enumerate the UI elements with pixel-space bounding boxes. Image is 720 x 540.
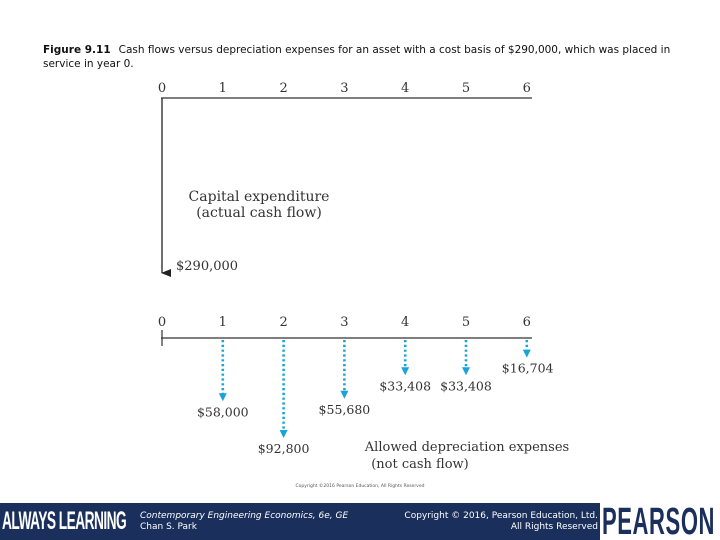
- footer-book-info: Contemporary Engineering Economics, 6e, …: [140, 511, 348, 533]
- depreciation-timeline: 0 1 2 3 4 5 6 $58,000 $92,800 $55,680 $33,408 $33,…: [158, 315, 569, 472]
- footer-copyright-line1: Copyright © 2016, Pearson Education, Ltd…: [404, 511, 598, 521]
- depreciation-arrow-head: [340, 390, 349, 399]
- always-learning-logo: ALWAYS LEARNING: [2, 507, 127, 535]
- top-year-label: 5: [462, 81, 470, 96]
- depreciation-arrows: [218, 340, 531, 438]
- depreciation-sublabel: (not cash flow): [371, 457, 469, 472]
- bottom-year-label: 5: [462, 315, 470, 330]
- figure-caption-text: Cash flows versus depreciation expenses …: [43, 44, 671, 70]
- capital-expenditure-amount: $290,000: [176, 259, 238, 274]
- footer-book-title: Contemporary Engineering Economics, 6e, …: [140, 511, 349, 521]
- depreciation-arrow-head: [522, 349, 531, 358]
- top-year-label: 4: [401, 81, 409, 96]
- capital-expenditure-timeline: 0 1 2 3 4 5 6 Capital expenditure (actual cash…: [158, 81, 532, 277]
- depreciation-arrow-head: [462, 367, 470, 376]
- bottom-year-label: 3: [340, 315, 348, 330]
- bottom-year-labels: 0 1 2 3 4 5 6: [158, 315, 531, 330]
- depreciation-arrow-head: [401, 367, 410, 376]
- figure-caption: Figure 9.11 Cash flows versus depreciatio…: [43, 43, 683, 71]
- image-copyright-notice: Copyright ©2016 Pearson Education, All R…: [296, 482, 425, 489]
- footer-copyright-line2: All Rights Reserved: [510, 522, 598, 532]
- capital-expenditure-sublabel: (actual cash flow): [196, 205, 322, 221]
- pearson-logo: PEARSON: [600, 503, 720, 540]
- depreciation-amount-label: $92,800: [258, 441, 310, 456]
- top-year-label: 2: [279, 81, 287, 96]
- depreciation-amount-label: $33,408: [440, 378, 492, 393]
- cash-flow-diagram: 0 1 2 3 4 5 6 Capital expenditure (actual cash…: [158, 81, 569, 489]
- top-year-label: 6: [523, 81, 531, 96]
- top-year-label: 3: [340, 81, 348, 96]
- top-year-label: 0: [158, 81, 166, 96]
- depreciation-amount-labels: $58,000 $92,800 $55,680 $33,408 $33,408 $16,7…: [197, 361, 554, 456]
- pearson-logo-text: PEARSON: [602, 503, 716, 540]
- depreciation-arrow-head: [279, 430, 288, 438]
- bottom-year-label: 2: [279, 315, 287, 330]
- depreciation-amount-label: $58,000: [197, 404, 249, 419]
- top-year-label: 1: [219, 81, 227, 96]
- capital-expenditure-label: Capital expenditure: [189, 189, 330, 205]
- footer-copyright: Copyright © 2016, Pearson Education, Ltd…: [404, 511, 598, 533]
- figure-label: Figure 9.11: [43, 44, 111, 56]
- depreciation-amount-label: $33,408: [379, 378, 431, 393]
- depreciation-label: Allowed depreciation expenses: [364, 440, 569, 455]
- depreciation-amount-label: $55,680: [319, 402, 371, 417]
- slide-footer: ALWAYS LEARNING Contemporary Engineering…: [0, 503, 720, 540]
- depreciation-amount-label: $16,704: [502, 361, 554, 376]
- bottom-year-label: 1: [219, 315, 227, 330]
- bottom-year-label: 6: [523, 315, 531, 330]
- top-year-labels: 0 1 2 3 4 5 6: [158, 81, 531, 96]
- bottom-year-label: 0: [158, 315, 166, 330]
- bottom-year-label: 4: [401, 315, 409, 330]
- depreciation-arrow-head: [218, 393, 227, 402]
- footer-author: Chan S. Park: [140, 522, 197, 532]
